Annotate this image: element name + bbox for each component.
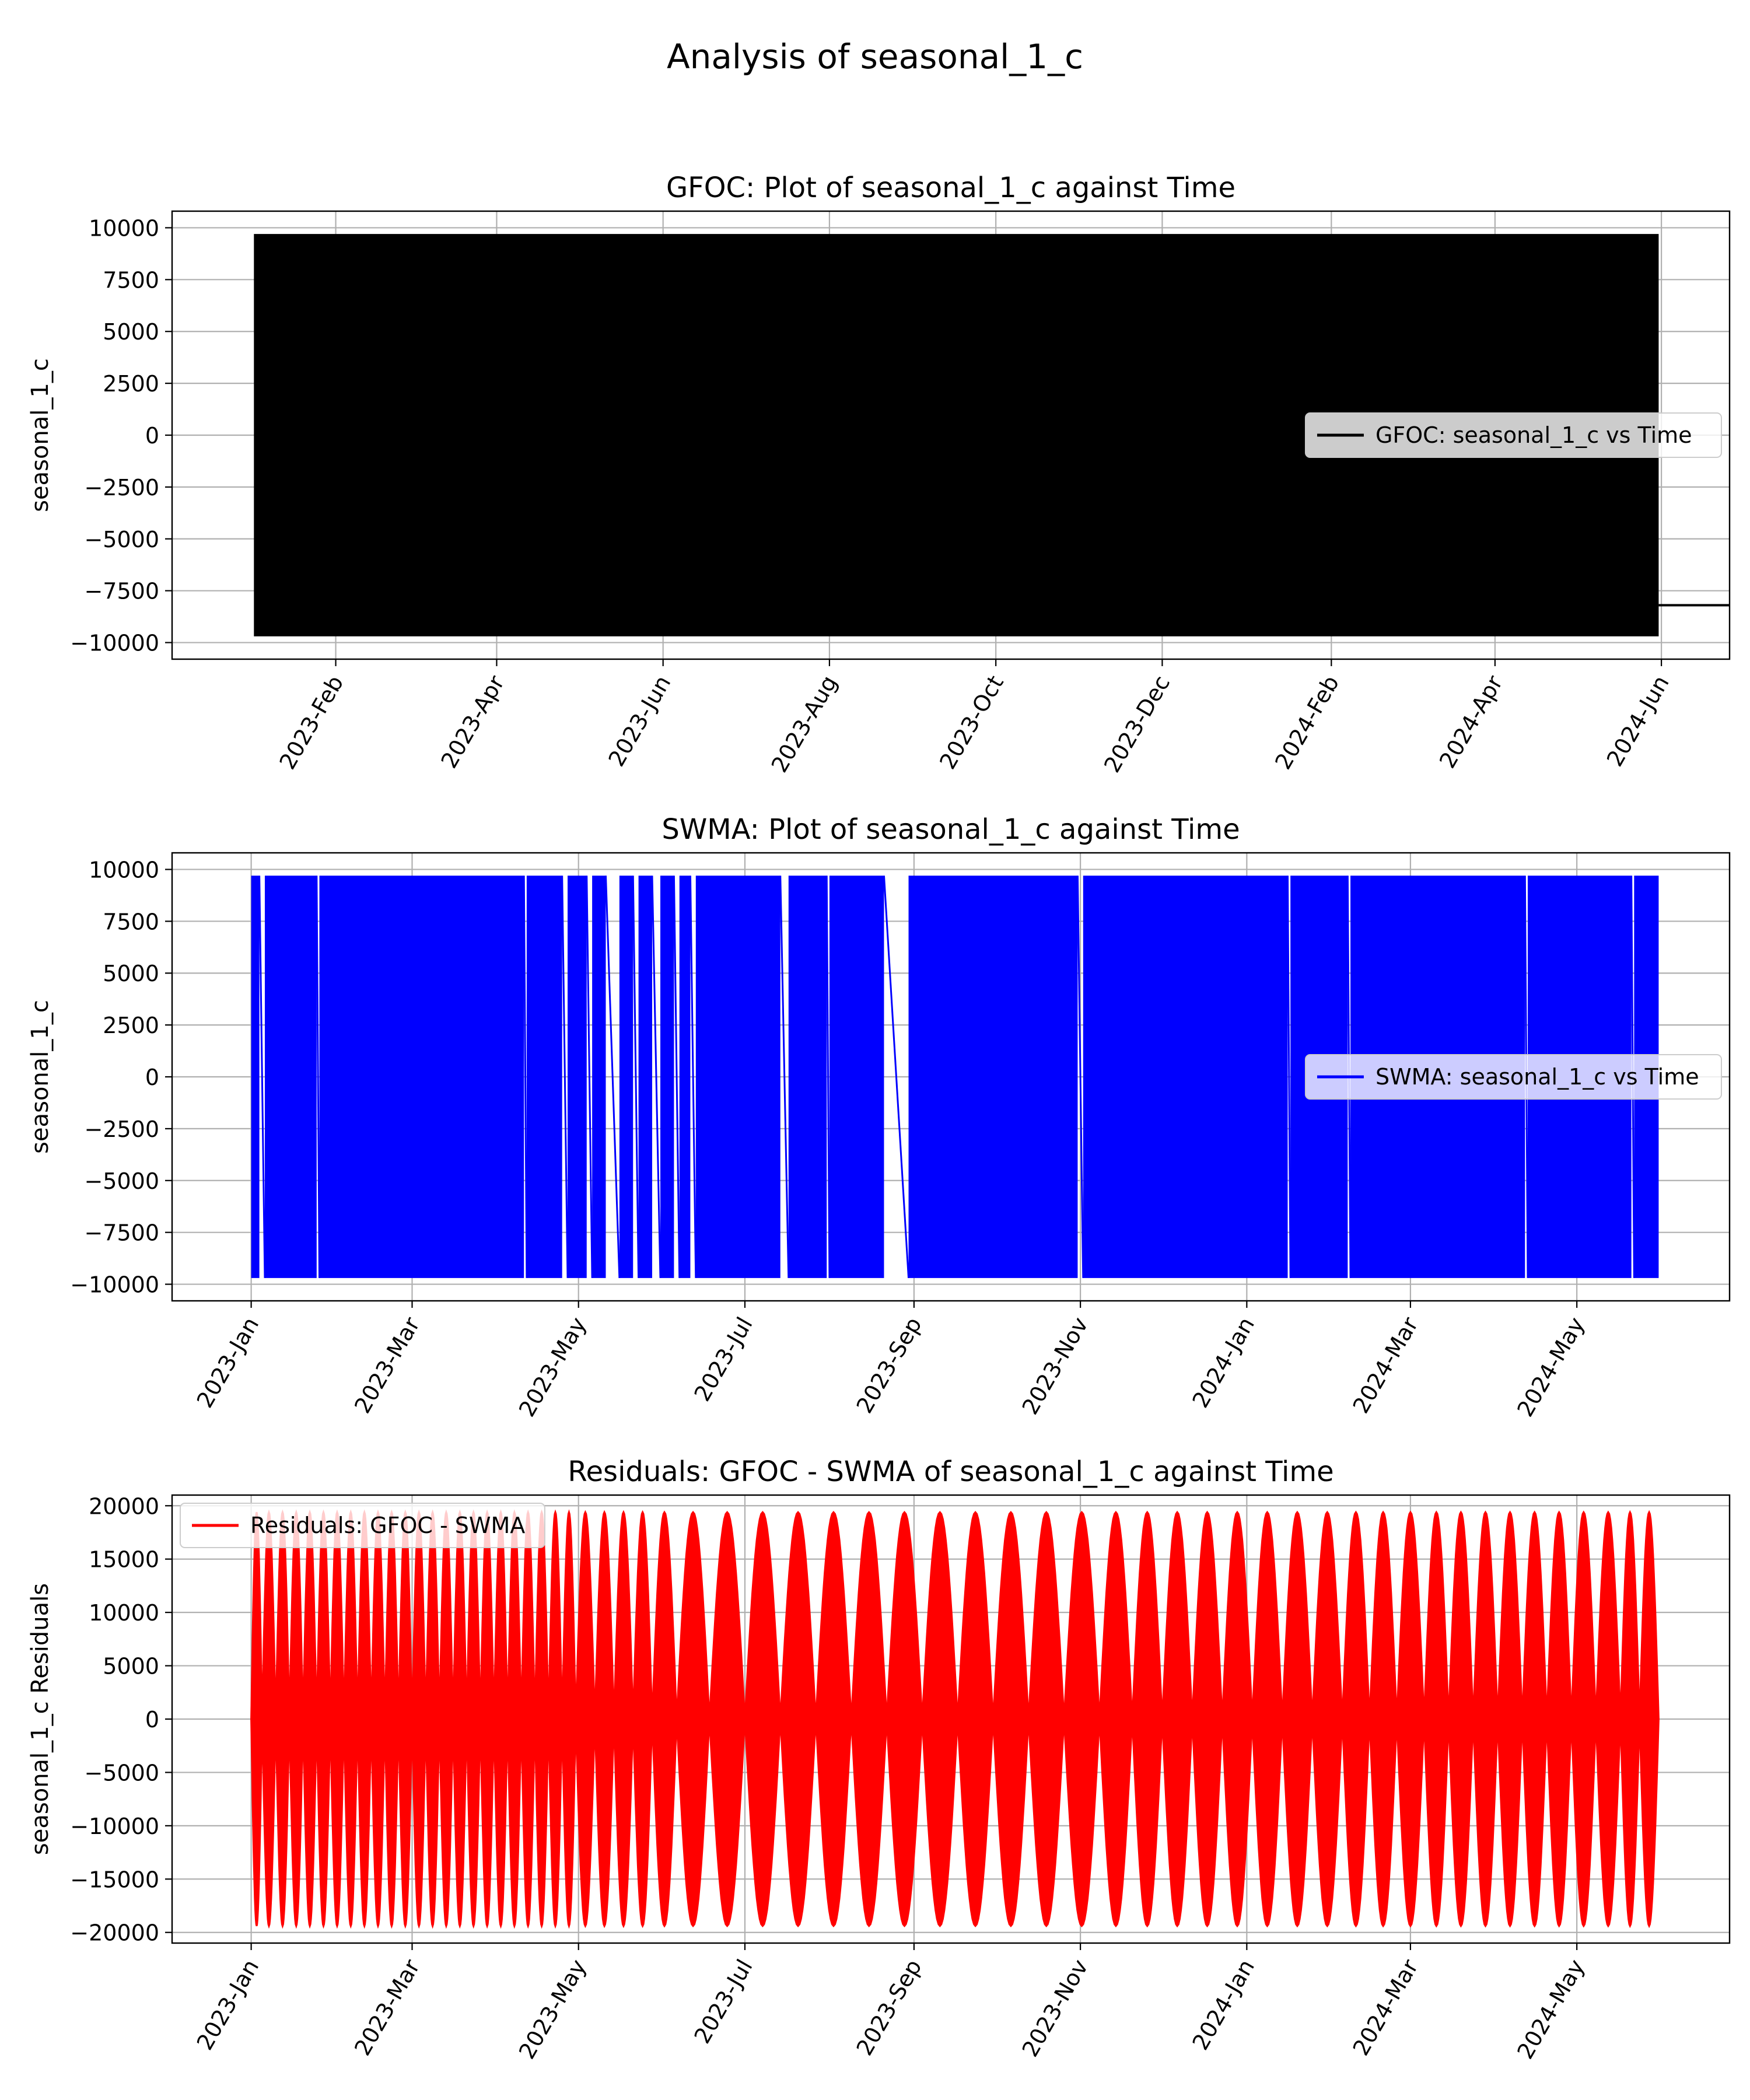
series-segment-swma <box>586 876 593 1278</box>
series-band-swma <box>568 876 587 1278</box>
series-segment-swma <box>258 876 266 1278</box>
y-tick-label: −7500 <box>84 1220 159 1246</box>
legend-box <box>1304 1054 1722 1100</box>
subplots: GFOC: Plot of seasonal_1_c against Time s… <box>27 172 1731 2063</box>
series-line-residuals <box>250 1509 1660 1929</box>
y-tick-label: −10000 <box>70 1272 159 1298</box>
y-tick-label: 7500 <box>103 267 159 293</box>
subplot-2: SWMA: Plot of seasonal_1_c against Time s… <box>27 813 1731 1421</box>
series-band-swma <box>679 876 691 1278</box>
series-segment-swma <box>604 876 621 1278</box>
series-band-swma <box>1083 876 1288 1278</box>
legend-label: GFOC: seasonal_1_c vs Time <box>1376 422 1692 448</box>
y-tick-label: 15000 <box>89 1547 159 1573</box>
y-tick-label: 7500 <box>103 909 159 935</box>
y-tick-label: 2500 <box>103 371 159 397</box>
y-tick-label: −10000 <box>70 1814 159 1839</box>
series-segment-swma <box>651 876 662 1278</box>
series-segment-swma <box>689 876 697 1278</box>
series-segment-swma <box>523 876 528 1278</box>
legend: Residuals: GFOC - SWMA <box>180 1503 545 1548</box>
subplot-title: Residuals: GFOC - SWMA of seasonal_1_c a… <box>568 1455 1334 1488</box>
series-band-swma <box>526 876 562 1278</box>
series-segment-swma <box>632 876 640 1278</box>
series-band-swma <box>660 876 674 1278</box>
legend-label: Residuals: GFOC - SWMA <box>250 1513 525 1538</box>
y-tick-label: 0 <box>145 1707 159 1732</box>
y-tick-label: 10000 <box>89 215 159 241</box>
subplot-title: GFOC: Plot of seasonal_1_c against Time <box>666 172 1236 204</box>
plot-area <box>250 1509 1660 1929</box>
y-tick-label: 5000 <box>103 961 159 986</box>
series-segment-swma <box>316 876 321 1278</box>
series-segment-swma <box>779 876 790 1278</box>
series-segment-swma <box>825 876 831 1278</box>
y-tick-label: 5000 <box>103 319 159 345</box>
series-band-swma <box>695 876 780 1278</box>
series-segment-swma <box>561 876 569 1278</box>
y-tick-label: 10000 <box>89 857 159 883</box>
series-segment-swma <box>883 876 910 1278</box>
y-tick-label: 10000 <box>89 1600 159 1626</box>
series-segment-swma <box>1286 876 1292 1278</box>
figure-title: Analysis of seasonal_1_c <box>667 37 1083 76</box>
series-segment-swma <box>673 876 681 1278</box>
y-tick-label: −5000 <box>84 527 159 552</box>
axes-frame <box>171 210 1731 660</box>
y-tick-label: 20000 <box>89 1493 159 1519</box>
y-axis-label: seasonal_1_c <box>27 358 54 512</box>
y-tick-label: −7500 <box>84 579 159 604</box>
series-band-swma <box>788 876 827 1278</box>
y-tick-label: 5000 <box>103 1654 159 1679</box>
y-tick-label: −2500 <box>84 1116 159 1142</box>
subplot-title: SWMA: Plot of seasonal_1_c against Time <box>662 813 1240 846</box>
y-tick-label: −2500 <box>84 475 159 501</box>
y-axis-label: seasonal_1_c <box>27 1000 54 1154</box>
y-tick-label: −15000 <box>70 1867 159 1892</box>
legend-box <box>1304 412 1722 458</box>
y-tick-label: −5000 <box>84 1168 159 1194</box>
series-segment-swma <box>1076 876 1084 1278</box>
series-band-swma <box>908 876 1078 1278</box>
series-band-swma <box>251 876 260 1278</box>
legend-box <box>180 1503 545 1548</box>
y-tick-label: 2500 <box>103 1013 159 1038</box>
y-tick-label: 0 <box>145 1065 159 1090</box>
series-band-swma <box>264 876 317 1278</box>
series-band-swma <box>592 876 606 1278</box>
y-tick-label: −5000 <box>84 1760 159 1786</box>
series-band-swma <box>319 876 524 1278</box>
series-band-swma <box>638 876 652 1278</box>
legend-label: SWMA: seasonal_1_c vs Time <box>1376 1064 1699 1090</box>
axes-frame <box>171 1494 1731 1944</box>
y-tick-label: 0 <box>145 423 159 449</box>
axes-frame <box>171 852 1731 1302</box>
y-tick-label: −10000 <box>70 631 159 656</box>
y-axis-label: seasonal_1_c Residuals <box>27 1583 54 1855</box>
series-band-swma <box>829 876 884 1278</box>
legend: SWMA: seasonal_1_c vs Time <box>1304 1054 1722 1100</box>
series-band-swma <box>619 876 634 1278</box>
y-tick-label: −20000 <box>70 1920 159 1946</box>
legend: GFOC: seasonal_1_c vs Time <box>1304 412 1722 458</box>
